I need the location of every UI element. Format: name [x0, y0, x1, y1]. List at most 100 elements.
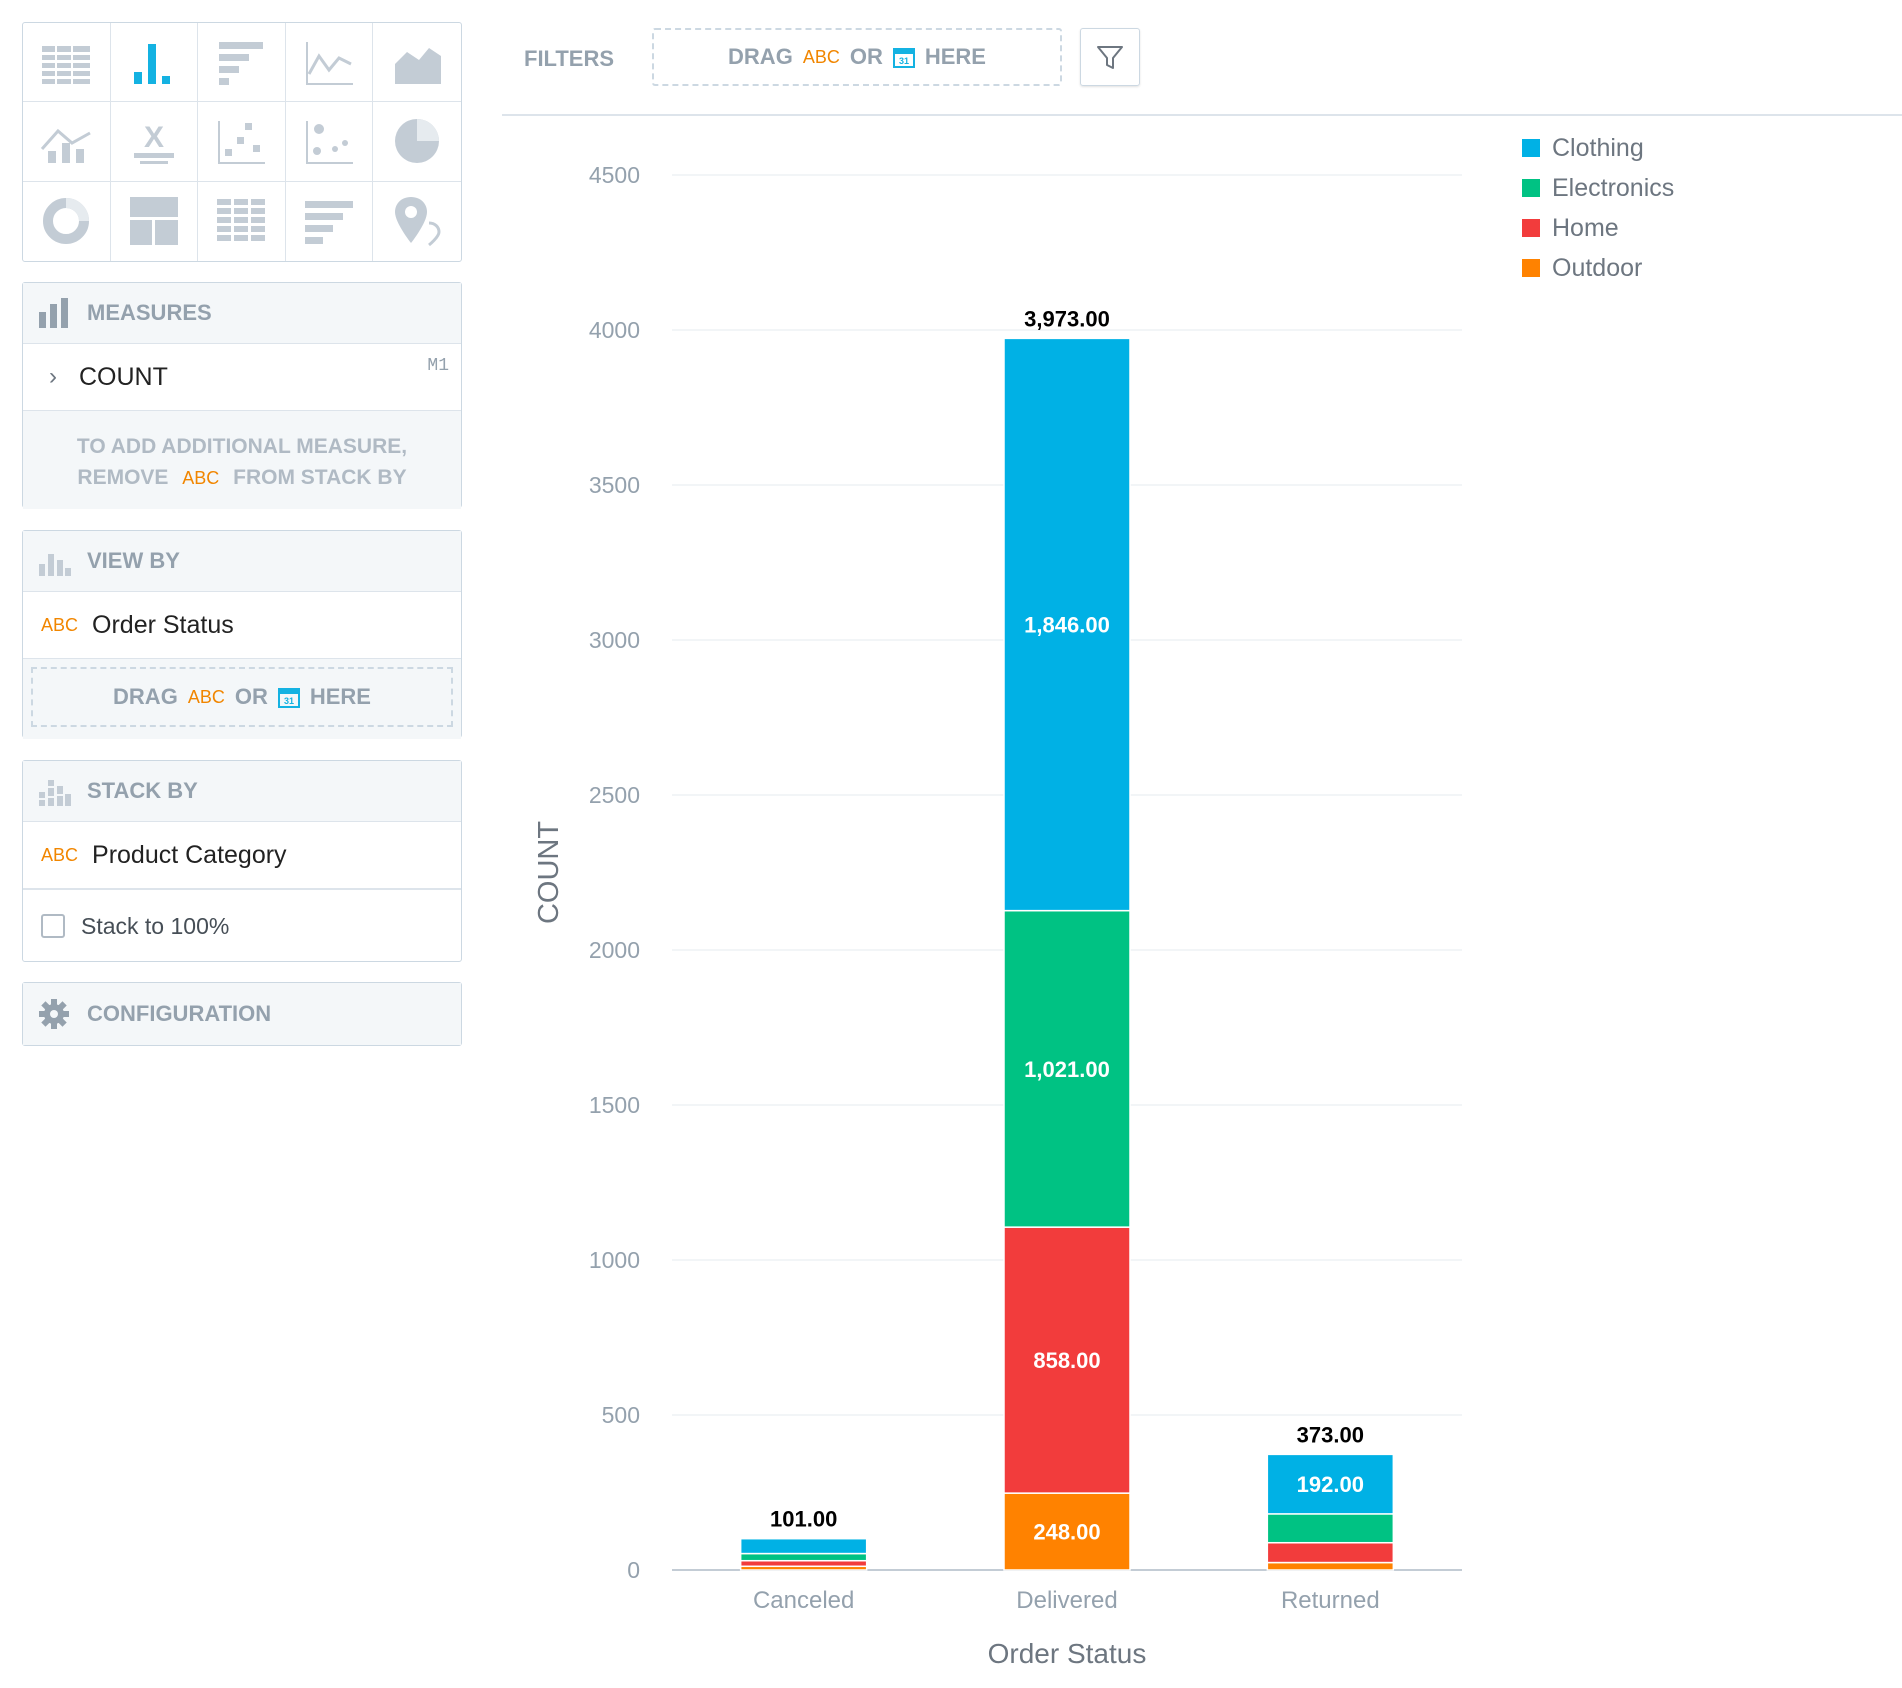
- legend-swatch-electronics: [1522, 179, 1540, 197]
- view-by-header: VIEW BY: [23, 531, 461, 592]
- filters-drag-abc: ABC: [802, 46, 840, 67]
- heatmap-icon[interactable]: [198, 181, 286, 261]
- pie-chart-icon[interactable]: [373, 102, 461, 182]
- bar-chart-icon[interactable]: [198, 23, 286, 103]
- y-tick-label: 3500: [589, 472, 640, 498]
- x-tick-label: Delivered: [1016, 1587, 1117, 1614]
- calendar-icon: 31: [277, 688, 300, 708]
- y-tick-label: 2000: [589, 937, 640, 963]
- chevron-right-icon[interactable]: ›: [49, 363, 57, 390]
- table-icon[interactable]: [23, 23, 111, 103]
- hint-remove: REMOVE: [77, 466, 169, 489]
- bar-segment-electronics: [1003, 909, 1131, 1228]
- calendar-icon: 31: [892, 48, 915, 68]
- view-by-dropzone[interactable]: DRAG ABC OR 31 HERE: [23, 659, 461, 739]
- measures-hint-line2: REMOVE ABC FROM STACK BY: [23, 462, 461, 494]
- y-tick-label: 2500: [589, 782, 640, 808]
- total-label: 373.00: [1297, 1422, 1364, 1447]
- bar-segment-electronics: [1266, 1513, 1395, 1544]
- view-by-title: VIEW BY: [87, 548, 180, 573]
- geo-chart-icon[interactable]: [373, 182, 461, 261]
- svg-text:31: 31: [899, 56, 909, 66]
- x-tick-label: Returned: [1281, 1587, 1380, 1614]
- filters-drag-label: DRAG: [728, 44, 793, 69]
- stack-to-100-label: Stack to 100%: [81, 912, 230, 939]
- stack-by-panel: STACK BY ABC Product Category Stack to 1…: [22, 760, 462, 962]
- area-chart-icon[interactable]: [373, 23, 461, 103]
- y-tick-label: 1500: [589, 1092, 640, 1118]
- view-by-drag-here: HERE: [309, 684, 371, 709]
- bar-segment-clothing: [739, 1537, 868, 1555]
- view-by-drag-label: DRAG: [113, 684, 178, 709]
- y-axis-label: COUNT: [533, 821, 565, 924]
- configuration-header[interactable]: CONFIGURATION: [23, 983, 461, 1045]
- bar-segment-clothing: [1266, 1453, 1395, 1515]
- stack-to-100-checkbox[interactable]: [41, 914, 65, 938]
- total-label: 3,973.00: [1024, 306, 1110, 331]
- measure-item-count[interactable]: › COUNT M1: [23, 344, 461, 411]
- filters-dropzone[interactable]: DRAG ABC OR 31 HERE: [652, 28, 1062, 86]
- stack-by-header: STACK BY: [23, 761, 461, 822]
- bar-segment-home: [1003, 1226, 1131, 1494]
- legend-swatch-home: [1522, 219, 1540, 237]
- measures-title: MEASURES: [87, 300, 212, 325]
- donut-chart-icon[interactable]: [23, 181, 111, 261]
- view-by-item-name: Order Status: [92, 610, 234, 639]
- view-by-item[interactable]: ABC Order Status: [23, 592, 461, 659]
- y-tick-label: 1000: [589, 1247, 640, 1273]
- bubble-chart-icon[interactable]: [285, 102, 374, 182]
- view-by-drag-or: OR: [234, 684, 268, 709]
- measure-name: COUNT: [79, 362, 168, 391]
- data-label: 1,021.00: [1024, 1057, 1110, 1082]
- stack-by-title: STACK BY: [87, 778, 198, 803]
- measures-hint-line1: TO ADD ADDITIONAL MEASURE,: [76, 435, 408, 458]
- scatter-plot-icon[interactable]: [198, 102, 286, 182]
- gear-icon: [39, 999, 69, 1029]
- configuration-title: CONFIGURATION: [87, 1001, 272, 1026]
- total-label: 101.00: [770, 1507, 837, 1532]
- legend-swatch-clothing: [1522, 139, 1540, 157]
- filter-button[interactable]: [1080, 28, 1140, 86]
- bar-segment-outdoor: [1266, 1561, 1395, 1571]
- headline-icon[interactable]: X: [110, 102, 199, 182]
- bar-segment-electronics: [739, 1552, 868, 1562]
- bar-segment-home: [1266, 1541, 1395, 1564]
- filters-drag-or: OR: [849, 44, 883, 69]
- legend-swatch-outdoor: [1522, 259, 1540, 277]
- column-chart-icon[interactable]: [110, 23, 199, 103]
- view-by-drag-abc: ABC: [187, 686, 225, 707]
- measures-panel: MEASURES › COUNT M1 TO ADD ADDITIONAL ME…: [22, 282, 462, 509]
- bar-segment-outdoor: [1003, 1492, 1131, 1571]
- stack-by-icon: [39, 780, 71, 806]
- legend-item-electronics: Electronics: [1552, 174, 1674, 202]
- svg-text:31: 31: [284, 696, 294, 706]
- stack-by-item[interactable]: ABC Product Category: [23, 822, 461, 889]
- data-label: 248.00: [1033, 1520, 1100, 1545]
- y-tick-label: 4000: [589, 317, 640, 343]
- stack-to-100-row[interactable]: Stack to 100%: [23, 889, 461, 962]
- measure-badge: M1: [427, 356, 449, 376]
- bullet-chart-icon[interactable]: [286, 181, 374, 261]
- stacked-column-chart: 0 500 1000 1500 2000 2500 3000 3500 4000 4500 COUN…: [533, 134, 1674, 1669]
- data-label: 858.00: [1033, 1348, 1100, 1373]
- view-by-panel: VIEW BY ABC Order Status DRAG ABC OR 31 …: [22, 530, 462, 739]
- funnel-icon: [1097, 46, 1123, 69]
- line-chart-icon[interactable]: [285, 23, 374, 103]
- filters-bar: FILTERS DRAG ABC OR 31 HERE: [502, 0, 1902, 116]
- y-tick-label: 500: [602, 1402, 640, 1428]
- combo-chart-icon[interactable]: [23, 102, 111, 182]
- svg-text:X: X: [144, 121, 164, 154]
- data-label: 192.00: [1297, 1472, 1364, 1497]
- attribute-abc-icon: ABC: [41, 614, 79, 635]
- configuration-panel[interactable]: CONFIGURATION: [22, 982, 462, 1046]
- filters-label: FILTERS: [524, 46, 615, 71]
- y-tick-label: 3000: [589, 627, 640, 653]
- y-tick-label: 4500: [589, 162, 640, 188]
- hint-rest: FROM STACK BY: [233, 466, 407, 489]
- bar-segment-clothing: [1003, 337, 1131, 912]
- chart-type-picker: X: [22, 22, 462, 262]
- x-axis-label: Order Status: [988, 1638, 1147, 1669]
- attribute-abc-icon: ABC: [41, 844, 79, 865]
- treemap-icon[interactable]: [111, 181, 199, 261]
- legend-item-clothing: Clothing: [1552, 134, 1644, 162]
